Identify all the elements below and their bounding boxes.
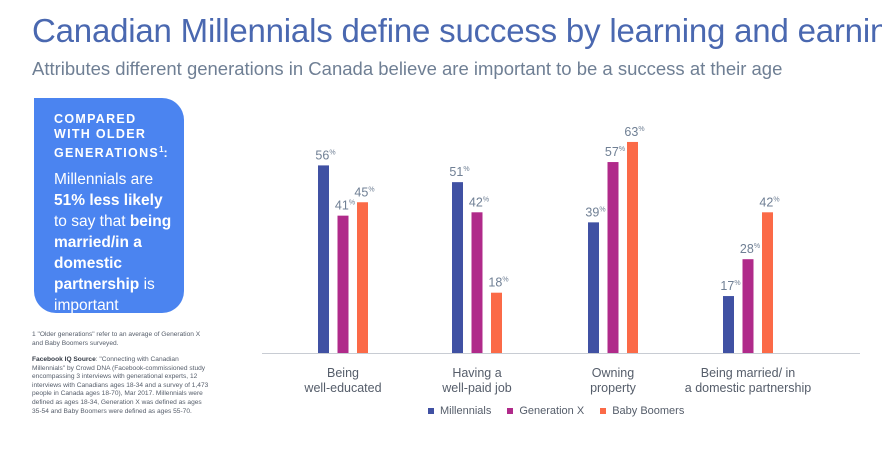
legend-label: Millennials: [440, 405, 492, 417]
category-label: property: [590, 381, 637, 395]
data-label: 57%: [605, 145, 625, 159]
callout-box: COMPARED WITH OLDER GENERATIONS1: Millen…: [34, 98, 184, 316]
bar-generation-x-3: [607, 162, 619, 353]
data-label: 45%: [354, 185, 374, 199]
legend-swatch: [600, 408, 607, 415]
bar-generation-x-1: [337, 215, 349, 353]
data-label: 41%: [335, 199, 355, 213]
data-label-unit: %: [329, 149, 335, 156]
callout-heading-text: COMPARED WITH OLDER GENERATIONS: [54, 112, 160, 161]
bar-generation-x-2: [471, 212, 483, 353]
bar-millennials-3: [588, 222, 599, 353]
data-label: 39%: [585, 205, 605, 219]
legend-item: Millennials: [428, 405, 491, 417]
callout-bold-2: being married/in a domestic partnership: [54, 213, 172, 294]
data-label-unit: %: [502, 277, 508, 284]
data-label: 17%: [720, 279, 740, 293]
callout-heading-sup: 1: [159, 145, 164, 154]
legend-item: Baby Boomers: [600, 405, 684, 417]
data-label-unit: %: [463, 166, 469, 173]
data-label-unit: %: [773, 196, 779, 203]
legend-swatch: [428, 408, 434, 415]
category-label: well-educated: [303, 381, 381, 395]
data-label: 18%: [488, 276, 508, 290]
data-label: 42%: [469, 195, 489, 209]
data-label: 42%: [759, 195, 779, 209]
category-label: Having a: [452, 366, 501, 380]
footnote: 1 "Older generations" refer to an averag…: [32, 331, 201, 347]
bar-millennials-1: [318, 165, 329, 353]
category-label: a domestic partnership: [685, 381, 812, 395]
data-label: 51%: [449, 165, 469, 179]
source-note: Facebook IQ Source: "Connecting with Can…: [32, 356, 212, 416]
callout-text-1: Millennials are: [54, 171, 154, 189]
category-label: Being: [327, 366, 359, 380]
source-text: : "Connecting with Canadian Millennials"…: [32, 356, 209, 415]
data-label-unit: %: [599, 206, 605, 213]
callout-bold-1: 51% less likely: [54, 192, 163, 210]
data-label-unit: %: [483, 196, 489, 203]
bar-generation-x-4: [742, 259, 754, 353]
bar-baby-boomers-4: [762, 212, 773, 353]
legend-item: Generation X: [507, 405, 584, 417]
callout-heading: COMPARED WITH OLDER GENERATIONS1:: [54, 112, 169, 161]
data-label: 28%: [740, 242, 760, 256]
data-label-unit: %: [619, 146, 625, 153]
legend-swatch: [507, 408, 514, 415]
category-label: Owning: [592, 366, 634, 380]
bar-baby-boomers-3: [627, 141, 638, 353]
data-label-unit: %: [349, 200, 355, 207]
callout-text-3: is important: [54, 276, 155, 315]
bar-baby-boomers-2: [491, 292, 502, 353]
chart-legend: Millennials Generation X Baby Boomers: [428, 405, 700, 417]
category-label: well-paid job: [441, 381, 512, 395]
callout-body: Millennials are 51% less likely to say t…: [54, 169, 172, 316]
legend-label: Baby Boomers: [612, 405, 685, 417]
data-label: 63%: [624, 125, 644, 139]
source-label: Facebook IQ Source: [32, 356, 96, 363]
bar-baby-boomers-1: [357, 202, 368, 353]
bar-millennials-4: [723, 296, 734, 353]
bar-millennials-2: [452, 182, 463, 353]
callout-text-2: to say that: [54, 213, 130, 231]
category-label: Being married/ in: [701, 366, 796, 380]
page-subtitle: Attributes different generations in Cana…: [32, 58, 783, 79]
data-label-unit: %: [754, 243, 760, 250]
data-label-unit: %: [368, 186, 374, 193]
data-label: 56%: [315, 148, 335, 162]
data-label-unit: %: [638, 126, 644, 133]
legend-label: Generation X: [519, 405, 585, 417]
data-label-unit: %: [734, 280, 740, 287]
page-title: Canadian Millennials define success by l…: [32, 12, 882, 49]
